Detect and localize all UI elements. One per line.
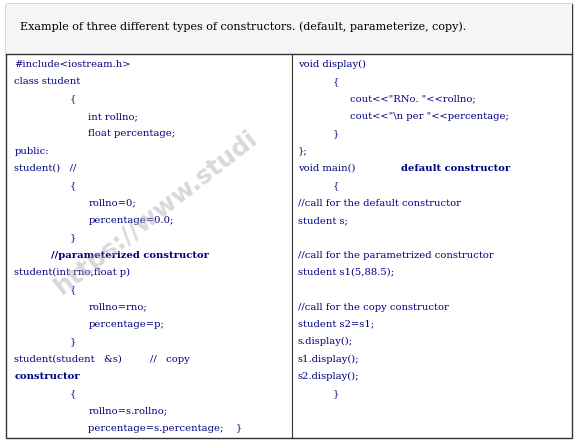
Text: {: { <box>70 181 76 191</box>
Text: student(student   &s)         //   copy: student(student &s) // copy <box>14 354 190 364</box>
Text: student s2=s1;: student s2=s1; <box>298 320 374 329</box>
Text: {: { <box>332 77 339 86</box>
Text: int rollno;: int rollno; <box>88 112 138 121</box>
Text: public:: public: <box>14 147 49 156</box>
Text: student()   //: student() // <box>14 164 80 173</box>
Text: }: } <box>70 337 76 346</box>
Text: rollno=rno;: rollno=rno; <box>88 303 147 312</box>
Text: percentage=0.0;: percentage=0.0; <box>88 216 174 225</box>
Text: https://www.studi: https://www.studi <box>50 126 262 299</box>
Text: {: { <box>70 95 76 104</box>
Text: default constructor: default constructor <box>402 164 511 173</box>
Text: #include<iostream.h>: #include<iostream.h> <box>14 60 131 69</box>
Bar <box>6 4 572 54</box>
Text: void display(): void display() <box>298 60 366 69</box>
Text: //call for the copy constructor: //call for the copy constructor <box>298 303 449 312</box>
Text: rollno=s.rollno;: rollno=s.rollno; <box>88 407 168 415</box>
Text: percentage=s.percentage;    }: percentage=s.percentage; } <box>88 424 243 433</box>
Text: class student: class student <box>14 77 81 86</box>
Text: cout<<"\n per "<<percentage;: cout<<"\n per "<<percentage; <box>350 112 509 121</box>
Text: {: { <box>70 285 76 294</box>
Text: constructor: constructor <box>14 372 80 381</box>
Text: student s;: student s; <box>298 216 347 225</box>
Text: s.display();: s.display(); <box>298 337 353 347</box>
Text: rollno=0;: rollno=0; <box>88 198 136 208</box>
Text: {: { <box>332 181 339 191</box>
Text: }: } <box>332 130 339 138</box>
Text: //call for the default constructor: //call for the default constructor <box>298 198 461 208</box>
Text: s1.display();: s1.display(); <box>298 354 360 364</box>
Text: float percentage;: float percentage; <box>88 130 176 138</box>
Text: percentage=p;: percentage=p; <box>88 320 164 329</box>
Text: student s1(5,88.5);: student s1(5,88.5); <box>298 268 394 277</box>
Text: cout<<"RNo. "<<rollno;: cout<<"RNo. "<<rollno; <box>350 95 476 104</box>
Text: s2.display();: s2.display(); <box>298 372 359 381</box>
Text: }: } <box>70 233 76 242</box>
Text: //call for the parametrized constructor: //call for the parametrized constructor <box>298 251 494 259</box>
Text: }: } <box>332 389 339 398</box>
Text: void main(): void main() <box>298 164 355 173</box>
Text: Example of three different types of constructors. (default, parameterize, copy).: Example of three different types of cons… <box>20 22 466 32</box>
Text: };: }; <box>298 147 307 156</box>
Text: {: { <box>70 389 76 398</box>
Text: student(int rno,float p): student(int rno,float p) <box>14 268 131 277</box>
Text: //parameterized constructor: //parameterized constructor <box>51 251 209 259</box>
